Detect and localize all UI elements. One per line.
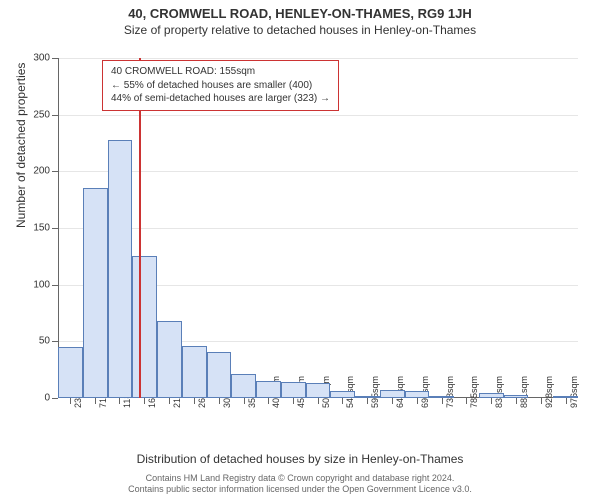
y-tick-label: 200 xyxy=(33,166,50,177)
y-tick-label: 50 xyxy=(39,336,50,347)
x-tick xyxy=(491,398,492,404)
histogram-bar xyxy=(83,188,108,398)
histogram-bar xyxy=(256,381,281,398)
y-tick xyxy=(52,398,58,399)
x-tick xyxy=(392,398,393,404)
histogram-bar xyxy=(330,391,355,398)
histogram-bar xyxy=(132,256,157,398)
y-tick-label: 150 xyxy=(33,223,50,234)
footer-attribution: Contains HM Land Registry data © Crown c… xyxy=(0,473,600,496)
x-tick xyxy=(293,398,294,404)
x-axis-label: Distribution of detached houses by size … xyxy=(0,452,600,466)
histogram-bar xyxy=(504,395,529,398)
footer-line-1: Contains HM Land Registry data © Crown c… xyxy=(0,473,600,485)
y-tick-label: 250 xyxy=(33,109,50,120)
x-tick xyxy=(144,398,145,404)
x-tick xyxy=(95,398,96,404)
x-tick xyxy=(219,398,220,404)
histogram-bar xyxy=(281,382,306,398)
y-tick-label: 300 xyxy=(33,53,50,64)
histogram-bar xyxy=(207,352,232,398)
annotation-box: 40 CROMWELL ROAD: 155sqm ← 55% of detach… xyxy=(102,60,339,111)
histogram-bar xyxy=(157,321,182,398)
x-tick xyxy=(119,398,120,404)
x-tick xyxy=(516,398,517,404)
histogram-bar xyxy=(405,391,430,398)
histogram-bar xyxy=(58,347,83,398)
histogram-bar xyxy=(355,396,380,398)
x-tick xyxy=(417,398,418,404)
histogram-bar xyxy=(553,396,578,398)
x-tick xyxy=(268,398,269,404)
histogram-bar xyxy=(380,390,405,398)
y-axis-label: Number of detached properties xyxy=(14,63,28,228)
histogram-bar xyxy=(306,383,331,398)
x-tick xyxy=(194,398,195,404)
x-tick xyxy=(466,398,467,404)
histogram-bar xyxy=(479,393,504,398)
annotation-line-2: ← 55% of detached houses are smaller (40… xyxy=(111,79,330,93)
annotation-line-3: 44% of semi-detached houses are larger (… xyxy=(111,92,330,106)
chart-title-main: 40, CROMWELL ROAD, HENLEY-ON-THAMES, RG9… xyxy=(0,0,600,21)
histogram-bar xyxy=(231,374,256,398)
x-tick xyxy=(244,398,245,404)
x-tick xyxy=(566,398,567,404)
x-tick xyxy=(318,398,319,404)
histogram-bar xyxy=(182,346,207,398)
histogram-bar xyxy=(429,396,454,398)
x-tick xyxy=(70,398,71,404)
annotation-line-1: 40 CROMWELL ROAD: 155sqm xyxy=(111,65,330,79)
x-tick xyxy=(342,398,343,404)
chart-title-sub: Size of property relative to detached ho… xyxy=(0,21,600,37)
x-tick xyxy=(541,398,542,404)
histogram-bar xyxy=(108,140,133,398)
y-tick-label: 0 xyxy=(44,393,50,404)
x-tick xyxy=(367,398,368,404)
x-tick xyxy=(442,398,443,404)
x-tick xyxy=(169,398,170,404)
footer-line-2: Contains public sector information licen… xyxy=(0,484,600,496)
y-tick-label: 100 xyxy=(33,279,50,290)
